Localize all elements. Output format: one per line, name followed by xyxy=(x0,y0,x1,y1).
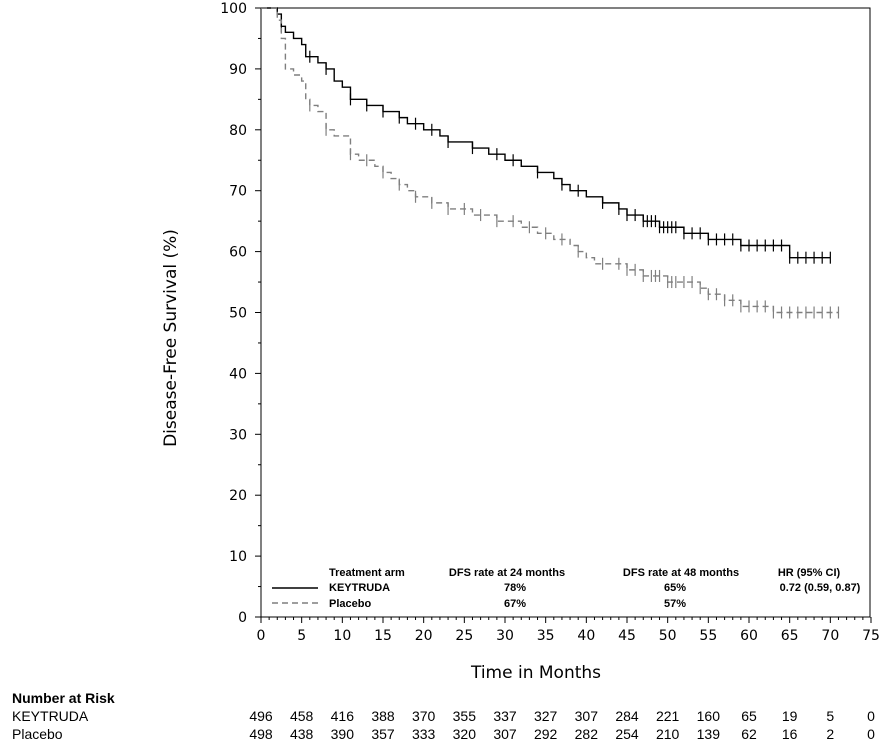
legend-header-hr: HR (95% CI) xyxy=(778,567,841,579)
legend-placebo-dfs48: 57% xyxy=(664,598,686,610)
risk-count: 390 xyxy=(331,726,355,742)
risk-count: 254 xyxy=(615,726,639,742)
risk-row-label-keytruda: KEYTRUDA xyxy=(12,708,89,724)
legend-keytruda-dfs48: 65% xyxy=(664,582,686,594)
legend-keytruda-dfs24: 78% xyxy=(504,582,526,594)
legend-header-dfs48: DFS rate at 48 months xyxy=(623,567,739,579)
legend-keytruda-hr: 0.72 (0.59, 0.87) xyxy=(780,582,861,594)
risk-table: Number at Risk KEYTRUDA Placebo 496 458 41… xyxy=(12,690,875,742)
legend-placebo-label: Placebo xyxy=(329,598,371,610)
y-tick-label: 60 xyxy=(229,245,247,261)
x-tick-label: 65 xyxy=(781,628,799,644)
risk-count: 355 xyxy=(453,708,477,724)
x-tick-label: 40 xyxy=(577,628,595,644)
risk-count: 458 xyxy=(290,708,314,724)
y-tick-label: 40 xyxy=(229,366,247,382)
legend: Treatment arm DFS rate at 24 months DFS … xyxy=(272,567,861,610)
x-tick-label: 0 xyxy=(257,628,266,644)
risk-count: 210 xyxy=(656,726,680,742)
y-tick-label: 30 xyxy=(229,427,247,443)
y-tick-label: 70 xyxy=(229,184,247,200)
x-tick-label: 55 xyxy=(699,628,717,644)
risk-count: 438 xyxy=(290,726,314,742)
risk-count: 160 xyxy=(697,708,721,724)
risk-count: 65 xyxy=(741,708,757,724)
risk-count: 16 xyxy=(782,726,798,742)
risk-count: 0 xyxy=(867,726,875,742)
risk-row-label-placebo: Placebo xyxy=(12,726,63,742)
risk-count: 327 xyxy=(534,708,558,724)
series-line-keytruda xyxy=(261,7,831,259)
risk-count: 333 xyxy=(412,726,436,742)
risk-count: 307 xyxy=(493,726,517,742)
y-tick-label: 0 xyxy=(238,610,247,626)
risk-count: 416 xyxy=(331,708,355,724)
risk-table-title: Number at Risk xyxy=(12,690,115,706)
y-tick-label: 50 xyxy=(229,306,247,322)
risk-count: 337 xyxy=(493,708,517,724)
risk-count: 498 xyxy=(249,726,273,742)
risk-numbers: 496 458 416 388 370 355 337 327 307 284 221 160 65 19… xyxy=(249,708,875,742)
series-line-placebo xyxy=(261,7,839,314)
y-tick-label: 100 xyxy=(220,1,247,17)
series-placebo xyxy=(261,7,840,319)
risk-count: 284 xyxy=(615,708,639,724)
risk-count: 282 xyxy=(575,726,599,742)
x-axis-label: Time in Months xyxy=(470,663,601,683)
risk-count: 0 xyxy=(867,708,875,724)
risk-count: 221 xyxy=(656,708,680,724)
x-tick-label: 10 xyxy=(333,628,351,644)
x-tick-label: 75 xyxy=(862,628,880,644)
risk-count: 2 xyxy=(826,726,834,742)
x-tick-label: 5 xyxy=(297,628,306,644)
x-tick-label: 25 xyxy=(455,628,473,644)
x-tick-label: 50 xyxy=(659,628,677,644)
x-tick-label: 15 xyxy=(374,628,392,644)
risk-count: 307 xyxy=(575,708,599,724)
y-tick-label: 20 xyxy=(229,488,247,504)
risk-count: 292 xyxy=(534,726,558,742)
x-tick-label: 20 xyxy=(415,628,433,644)
risk-count: 19 xyxy=(782,708,798,724)
risk-count: 388 xyxy=(371,708,395,724)
risk-count: 62 xyxy=(741,726,757,742)
x-tick-label: 70 xyxy=(821,628,839,644)
legend-header-dfs24: DFS rate at 24 months xyxy=(449,567,565,579)
axes: 0 5 10 15 20 25 30 35 40 45 50 55 60 65 70 75 0 10 20 30 40 5… xyxy=(220,1,880,644)
y-tick-label: 80 xyxy=(229,123,247,139)
x-tick-label: 30 xyxy=(496,628,514,644)
legend-keytruda-label: KEYTRUDA xyxy=(329,582,390,594)
x-tick-label: 35 xyxy=(537,628,555,644)
legend-header-arm: Treatment arm xyxy=(329,567,405,579)
y-axis-label: Disease-Free Survival (%) xyxy=(161,229,181,447)
curves xyxy=(261,7,840,319)
risk-count: 320 xyxy=(453,726,477,742)
risk-count: 5 xyxy=(826,708,834,724)
risk-count: 357 xyxy=(371,726,395,742)
series-keytruda xyxy=(261,7,831,264)
x-tick-label: 60 xyxy=(740,628,758,644)
legend-placebo-dfs24: 67% xyxy=(504,598,526,610)
risk-count: 496 xyxy=(249,708,273,724)
x-tick-label: 45 xyxy=(618,628,636,644)
risk-count: 139 xyxy=(697,726,721,742)
risk-count: 370 xyxy=(412,708,436,724)
y-tick-label: 10 xyxy=(229,549,247,565)
y-tick-label: 90 xyxy=(229,62,247,78)
